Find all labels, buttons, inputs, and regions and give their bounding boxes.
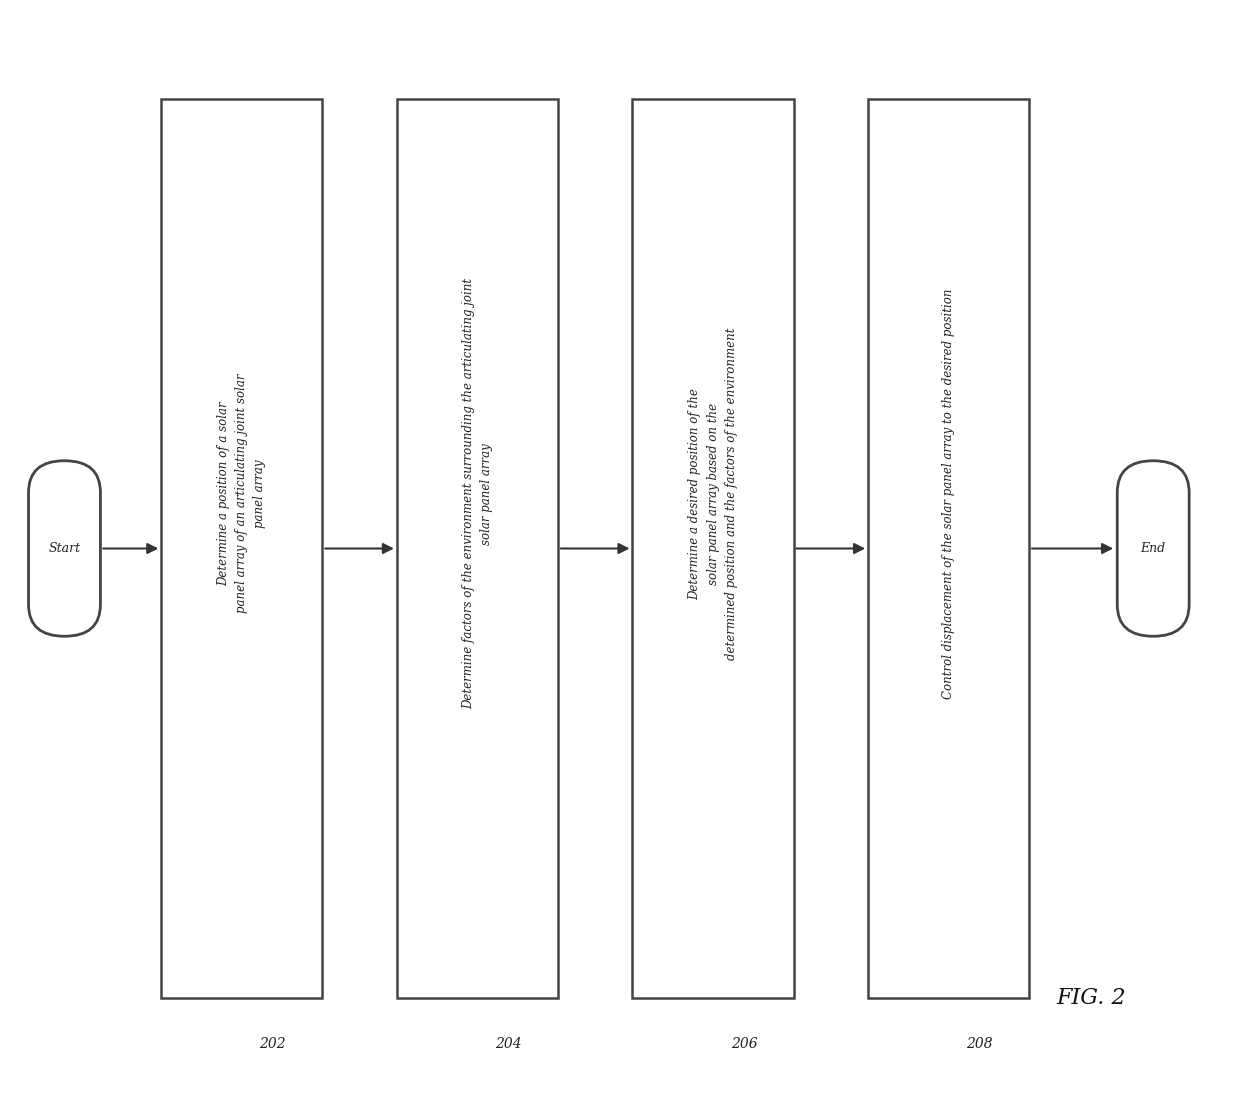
Text: Start: Start	[48, 542, 81, 555]
FancyBboxPatch shape	[29, 461, 100, 636]
Bar	[397, 99, 558, 998]
Text: 204: 204	[495, 1037, 522, 1051]
Text: Determine a desired position of the
solar panel array based on the
determined po: Determine a desired position of the sola…	[688, 327, 738, 660]
Bar	[868, 99, 1029, 998]
Text: 202: 202	[259, 1037, 286, 1051]
Text: Determine a position of a solar
panel array of an articulating joint solar
panel: Determine a position of a solar panel ar…	[217, 374, 267, 613]
Text: 208: 208	[966, 1037, 993, 1051]
Text: Control displacement of the solar panel array to the desired position: Control displacement of the solar panel …	[942, 289, 955, 699]
Text: Determine factors of the environment surrounding the articulating joint
solar pa: Determine factors of the environment sur…	[463, 278, 494, 710]
Bar	[161, 99, 322, 998]
Text: End: End	[1141, 542, 1166, 555]
Text: 206: 206	[730, 1037, 758, 1051]
Text: FIG. 2: FIG. 2	[1056, 987, 1126, 1009]
FancyBboxPatch shape	[1117, 461, 1189, 636]
Bar	[632, 99, 794, 998]
